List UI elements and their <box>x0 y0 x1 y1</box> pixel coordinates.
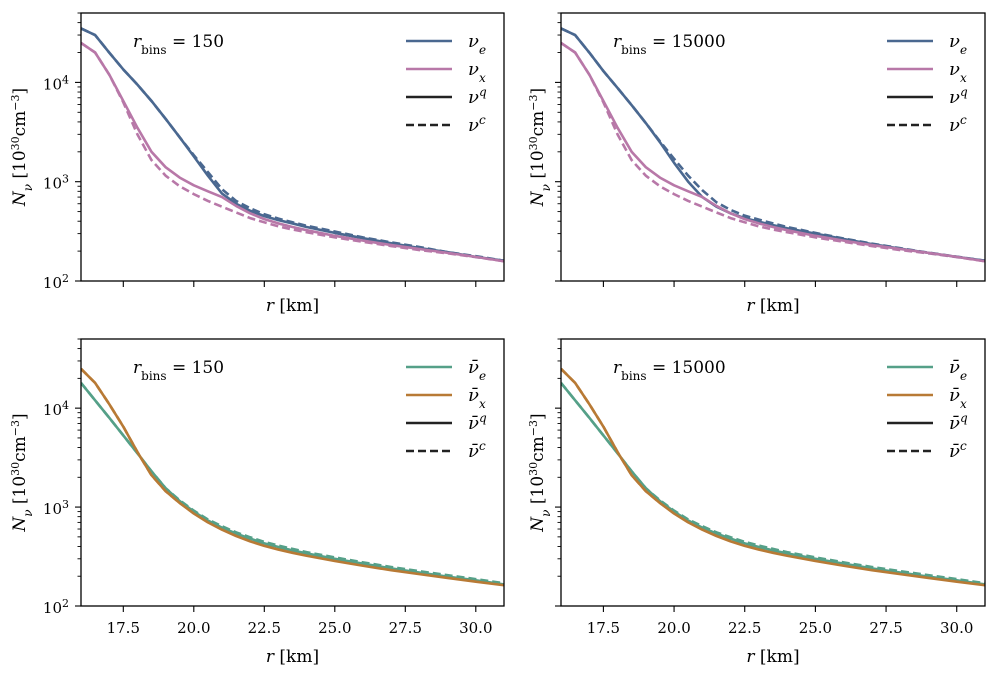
series-line-nu_e-quantum <box>81 27 504 263</box>
series-line-anu_e-quantum <box>81 382 504 586</box>
y-tick-label: 102 <box>43 597 69 618</box>
rbins-annotation: rbins = 150 <box>133 32 224 57</box>
series-line-anu_x-quantum <box>81 367 504 587</box>
x-tick-label: 25.0 <box>318 619 351 637</box>
legend: ν̄e ν̄xν̄q ν̄c <box>406 357 487 462</box>
legend-label: ν̄e <box>468 357 486 383</box>
x-axis-label: r [km] <box>746 296 799 316</box>
panel-top-left: 102 103 104 r [km] Nν [1030cm−3] rbins = 150 ν… <box>9 12 505 316</box>
y-tick-label: 103 <box>43 498 69 519</box>
axes-frame <box>560 338 986 607</box>
series-line-anu_e-quantum <box>561 382 985 586</box>
rbins-annotation: rbins = 150 <box>133 358 224 383</box>
series-line-anu_x-quantum <box>561 367 985 587</box>
x-tick-label: 27.5 <box>389 619 422 637</box>
x-tick-label: 30.0 <box>940 619 973 637</box>
legend-label: ν̄x <box>468 385 486 411</box>
legend-label: νc <box>468 113 486 136</box>
legend-label: νx <box>949 59 967 85</box>
x-tick-label: 25.0 <box>799 619 832 637</box>
panel-bottom-left: 17.5 20.0 22.5 25.0 27.5 30.0 102 103 104 r [km] N… <box>9 338 505 667</box>
series-line-nu_x-classical <box>561 41 985 263</box>
legend-label: ν̄q <box>468 411 487 434</box>
x-axis-label: r [km] <box>746 647 799 667</box>
x-tick-label: 20.0 <box>177 619 210 637</box>
legend-label: νq <box>468 85 487 108</box>
y-tick-label: 104 <box>43 399 69 420</box>
x-axis-label: r [km] <box>266 296 319 316</box>
legend-label: ν̄c <box>949 439 967 462</box>
series-line-nu_x-quantum <box>81 41 504 263</box>
y-tick-label: 104 <box>43 73 69 94</box>
y-axis-label: Nν [1030cm−3] <box>9 413 36 532</box>
x-tick-label: 22.5 <box>248 619 281 637</box>
x-tick-label: 20.0 <box>657 619 690 637</box>
x-tick-label: 22.5 <box>728 619 761 637</box>
x-tick-label: 30.0 <box>459 619 492 637</box>
legend-label: ν̄c <box>468 439 486 462</box>
legend-label: νx <box>468 59 486 85</box>
legend: ν̄e ν̄xν̄q ν̄c <box>887 357 968 462</box>
series-line-nu_x-classical <box>81 41 504 263</box>
y-axis-label: Nν [1030cm−3] <box>9 88 36 207</box>
legend-label: νe <box>468 31 486 57</box>
y-tick-label: 103 <box>43 172 69 193</box>
x-tick-label: 17.5 <box>107 619 140 637</box>
y-tick-label: 102 <box>43 272 69 293</box>
legend-label: νe <box>949 31 967 57</box>
legend-label: νq <box>949 85 968 108</box>
y-axis-label: Nν [1030cm−3] <box>527 88 554 207</box>
axes-frame <box>560 12 986 282</box>
x-axis-label: r [km] <box>266 647 319 667</box>
x-tick-label: 27.5 <box>869 619 902 637</box>
legend-label: ν̄q <box>949 411 968 434</box>
y-axis-label: Nν [1030cm−3] <box>527 413 554 532</box>
rbins-annotation: rbins = 15000 <box>613 358 726 383</box>
legend-label: νc <box>949 113 967 136</box>
rbins-annotation: rbins = 15000 <box>613 32 726 57</box>
legend-label: ν̄e <box>949 357 967 383</box>
legend-label: ν̄x <box>949 385 967 411</box>
axes-frame <box>80 12 505 282</box>
x-tick-label: 17.5 <box>587 619 620 637</box>
axes-frame <box>80 338 505 607</box>
series-line-nu_x-quantum <box>561 41 985 263</box>
panel-bottom-right: 17.5 20.0 22.5 25.0 27.5 30.0 r [km] Nν [1030cm… <box>527 338 986 667</box>
